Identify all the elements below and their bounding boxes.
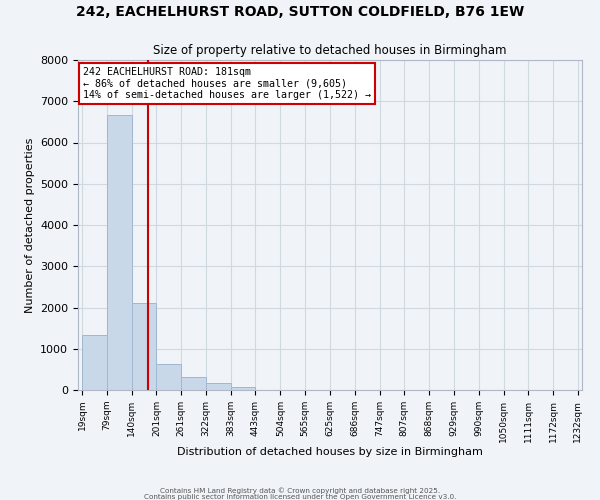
- Title: Size of property relative to detached houses in Birmingham: Size of property relative to detached ho…: [153, 44, 507, 58]
- Bar: [181, 377, 206, 390]
- Bar: [82, 334, 107, 390]
- Text: 242 EACHELHURST ROAD: 181sqm
← 86% of detached houses are smaller (9,605)
14% of: 242 EACHELHURST ROAD: 181sqm ← 86% of de…: [83, 66, 371, 100]
- Text: Contains HM Land Registry data © Crown copyright and database right 2025.: Contains HM Land Registry data © Crown c…: [160, 488, 440, 494]
- Text: Contains public sector information licensed under the Open Government Licence v3: Contains public sector information licen…: [144, 494, 456, 500]
- Bar: [157, 364, 181, 390]
- Text: 242, EACHELHURST ROAD, SUTTON COLDFIELD, B76 1EW: 242, EACHELHURST ROAD, SUTTON COLDFIELD,…: [76, 5, 524, 19]
- Bar: [206, 384, 231, 390]
- Bar: [107, 115, 131, 390]
- X-axis label: Distribution of detached houses by size in Birmingham: Distribution of detached houses by size …: [177, 448, 483, 458]
- Bar: [231, 386, 256, 390]
- Bar: [131, 304, 157, 390]
- Y-axis label: Number of detached properties: Number of detached properties: [25, 138, 35, 312]
